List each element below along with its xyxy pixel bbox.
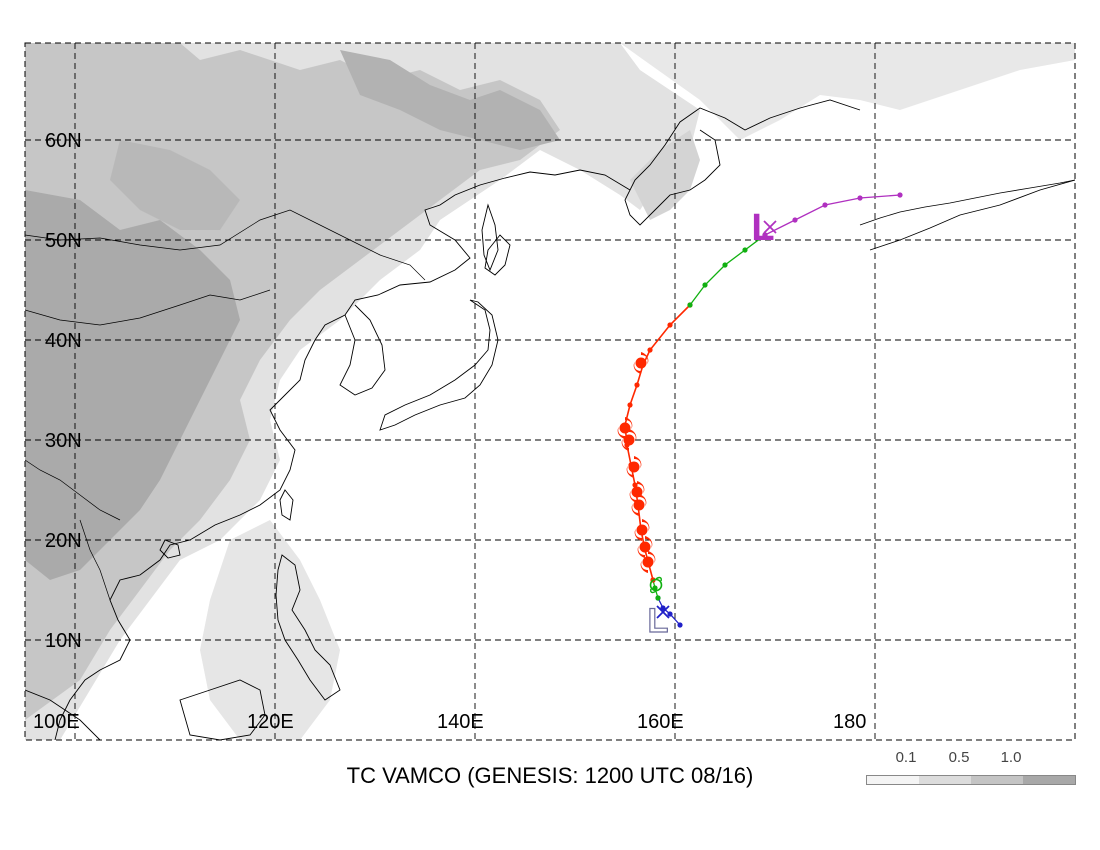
track-extratropical-point (897, 192, 903, 198)
track-mature-point (634, 382, 640, 388)
track-transition-point (655, 595, 661, 601)
track-extratropical-point (792, 217, 798, 223)
legend-label-0-1: 0.1 (895, 749, 917, 766)
track-mature-point (647, 347, 653, 353)
track-mature-point (632, 482, 638, 488)
legend-swatch-2 (919, 776, 971, 784)
lon-label-140e: 140E (437, 711, 484, 733)
coast-aleutians (859, 179, 1075, 226)
shading-kamchatka (630, 130, 700, 220)
legend-swatch-3 (971, 776, 1023, 784)
track-mature-point (627, 402, 633, 408)
lat-label-40n: 40N (45, 330, 82, 352)
final-low-marker: L (751, 207, 774, 249)
lon-label-180: 180 (833, 711, 867, 733)
lat-label-10n: 10N (45, 630, 82, 652)
tropical-storm-symbol-icon (649, 576, 663, 594)
shading-dark-north (340, 50, 560, 150)
shading-dark (25, 190, 240, 580)
track-late-point (742, 247, 748, 253)
track-early-point (660, 605, 666, 611)
hurricane-symbol-icon (626, 456, 642, 478)
track-late-point (722, 262, 728, 268)
coast-borneo (25, 679, 266, 740)
coast-japan (379, 234, 511, 431)
shading-dark-patch (110, 140, 240, 230)
border-inland (25, 209, 426, 601)
track-extratropical-point (857, 195, 863, 201)
lon-label-120e: 120E (247, 711, 294, 733)
hurricane-symbol-icon (621, 429, 637, 451)
hurricane-symbol-icon (629, 481, 645, 503)
coast-sakhalin (481, 203, 499, 272)
track-extratropical-point (762, 232, 768, 238)
track-extratropical-point (822, 202, 828, 208)
track-mature-point (667, 322, 673, 328)
shading-light-northeast (620, 43, 1075, 140)
hurricane-symbol-icon (634, 519, 650, 541)
legend-label-1-0: 1.0 (1000, 749, 1022, 766)
track-late-point (687, 302, 693, 308)
coast-hainan (159, 539, 181, 559)
coast-philippines (275, 554, 341, 701)
map-title: TC VAMCO (GENESIS: 1200 UTC 08/16) (346, 763, 754, 788)
lat-label-50n: 50N (45, 230, 82, 252)
coast-korea (339, 304, 386, 396)
coast-taiwan (279, 489, 294, 521)
track-early-point (667, 611, 673, 617)
lat-label-20n: 20N (45, 530, 82, 552)
lat-label-30n: 30N (45, 430, 82, 452)
track-early-point (677, 622, 683, 628)
track-symbols: LL (617, 207, 777, 641)
legend-label-0-5: 0.5 (948, 749, 970, 766)
shading-light-south (200, 520, 340, 740)
final-x-marker-icon (763, 220, 777, 234)
hurricane-symbol-icon (617, 417, 633, 439)
hurricane-symbol-icon (637, 536, 653, 558)
map-frame (24, 42, 1076, 741)
shading-legend: 0.1 0.5 1.0 (866, 749, 1076, 789)
lon-label-160e: 160E (637, 711, 684, 733)
genesis-x-marker-icon (656, 605, 670, 619)
legend-swatch-4 (1023, 776, 1075, 784)
legend-color-bar (866, 775, 1076, 785)
track-early-line (657, 597, 681, 626)
hurricane-symbol-icon (633, 352, 649, 374)
legend-swatch-1 (867, 776, 919, 784)
precipitation-shading (25, 43, 1075, 740)
lat-label-60n: 60N (45, 130, 82, 152)
track-late-point (702, 282, 708, 288)
lon-label-100e: 100E (33, 711, 80, 733)
grid-lines (25, 43, 1075, 740)
hurricane-symbol-icon (640, 551, 656, 573)
